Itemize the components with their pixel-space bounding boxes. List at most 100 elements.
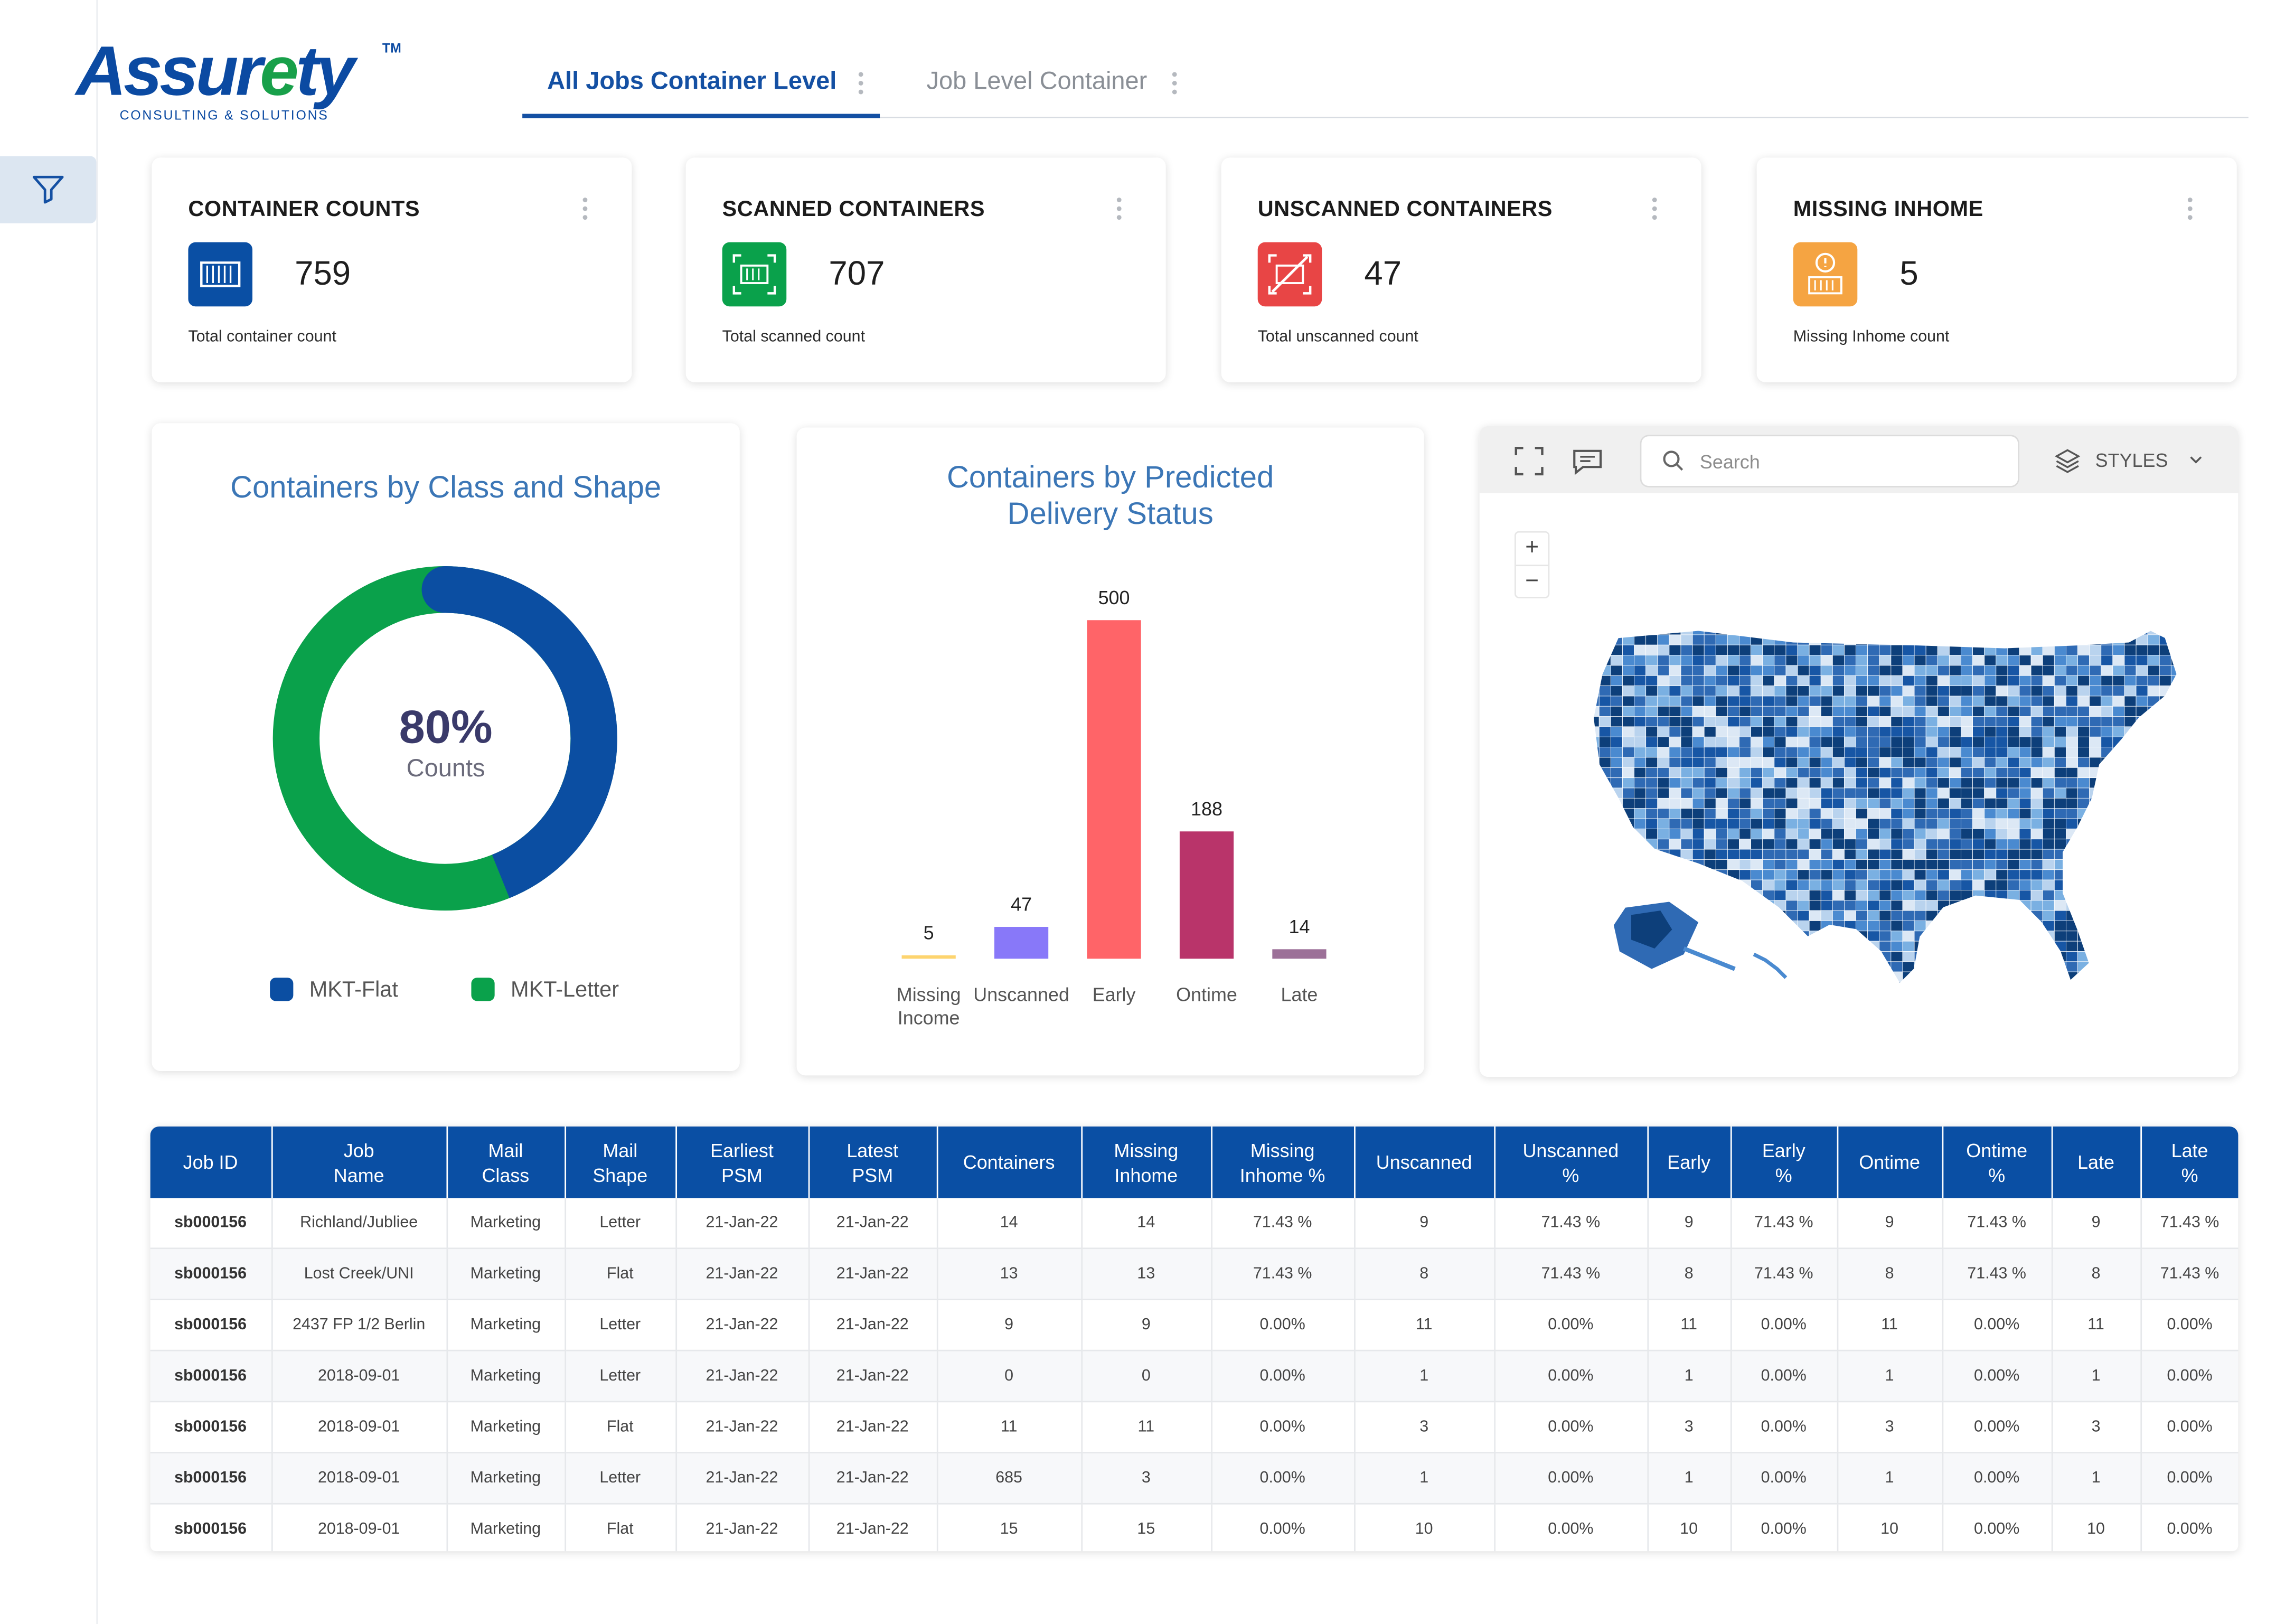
column-header[interactable]: Mail Shape <box>565 1127 676 1198</box>
table-cell: sb000156 <box>150 1350 272 1403</box>
kebab-menu-icon[interactable] <box>1652 195 1658 222</box>
column-header[interactable]: Job Name <box>271 1127 447 1198</box>
map-styles-button[interactable]: STYLES <box>2095 449 2168 472</box>
table-cell: 21-Jan-22 <box>808 1248 938 1300</box>
table-header-row: Job ID Job Name Mail Class Mail Shape Earliest P… <box>150 1127 2239 1198</box>
table-cell: 1 <box>1837 1452 1943 1505</box>
brand-name-part1: Assur <box>76 33 263 111</box>
table-cell: 11 <box>1647 1299 1732 1351</box>
table-row[interactable]: sb000156 2018-09-01 Marketing Letter 21-Jan-… <box>150 1452 2239 1505</box>
chevron-down-icon[interactable] <box>2186 449 2206 470</box>
column-header[interactable]: Early <box>1647 1127 1732 1198</box>
column-header[interactable]: Ontime <box>1837 1127 1943 1198</box>
column-header[interactable]: Ontime% <box>1942 1127 2053 1198</box>
table-cell: 2018-09-01 <box>271 1452 447 1505</box>
donut-chart-title: Containers by Class and Shape <box>230 471 662 505</box>
kebab-menu-icon[interactable] <box>582 195 588 222</box>
table-cell: 21-Jan-22 <box>675 1350 810 1403</box>
table-cell: Letter <box>565 1452 676 1505</box>
table-cell: 0 <box>936 1350 1082 1403</box>
table-cell: 10 <box>1647 1504 1732 1552</box>
table-cell: 11 <box>1354 1299 1495 1351</box>
table-cell: 3 <box>2051 1401 2141 1453</box>
column-header-label: Mail <box>488 1139 523 1161</box>
tab-all-jobs-container-level[interactable]: All Jobs Container Level <box>547 67 837 95</box>
column-header-label: Earliest <box>710 1139 774 1161</box>
tab-job-level-container[interactable]: Job Level Container <box>926 67 1148 95</box>
table-cell: Letter <box>565 1350 676 1403</box>
table-cell: 9 <box>936 1299 1082 1351</box>
bar-early[interactable] <box>1087 620 1141 959</box>
table-row[interactable]: sb000156 2437 FP 1/2 Berlin Marketing Lette… <box>150 1299 2239 1351</box>
table-cell: 0.00% <box>1211 1401 1355 1453</box>
table-cell: sb000156 <box>150 1452 272 1505</box>
table-cell: 1 <box>1647 1452 1732 1505</box>
tab-kebab-icon[interactable] <box>858 70 864 97</box>
kpi-card-unscanned-containers: UNSCANNED CONTAINERS 47 Total unscanned … <box>1221 157 1701 382</box>
table-row[interactable]: sb000156 2018-09-01 Marketing Flat 21-Jan-22… <box>150 1401 2239 1453</box>
comment-icon[interactable] <box>1570 444 1605 478</box>
bar-unscanned[interactable] <box>994 927 1049 959</box>
bar-data-label: 188 <box>1191 798 1222 820</box>
table-cell: sb000156 <box>150 1401 272 1453</box>
table-cell: 21-Jan-22 <box>675 1299 810 1351</box>
table-cell: Marketing <box>446 1248 566 1300</box>
tab-kebab-icon[interactable] <box>1172 70 1178 97</box>
column-header[interactable]: Missing Inhome <box>1081 1127 1212 1198</box>
table-cell: Marketing <box>446 1452 566 1505</box>
column-header[interactable]: Unscanned% <box>1494 1127 1648 1198</box>
table-cell: 21-Jan-22 <box>808 1198 938 1250</box>
fullscreen-icon[interactable] <box>1511 444 1546 478</box>
column-header[interactable]: Missing Inhome % <box>1211 1127 1355 1198</box>
table-cell: 1 <box>2051 1350 2141 1403</box>
table-cell: 8 <box>2051 1248 2141 1300</box>
donut-chart-card: Containers by Class and Shape 80% Counts… <box>152 423 740 1072</box>
table-row[interactable]: sb000156 2018-09-01 Marketing Letter 21-Jan-… <box>150 1350 2239 1403</box>
column-header[interactable]: Mail Class <box>446 1127 566 1198</box>
kebab-menu-icon[interactable] <box>2187 195 2193 222</box>
table-cell: 0.00% <box>2140 1350 2239 1403</box>
column-header[interactable]: Unscanned <box>1354 1127 1495 1198</box>
view-tabs: All Jobs Container Level Job Level Conta… <box>522 52 2249 118</box>
table-cell: 0.00% <box>1494 1452 1648 1505</box>
column-header[interactable]: Late <box>2051 1127 2141 1198</box>
bar-ontime[interactable] <box>1179 831 1234 959</box>
table-cell: 9 <box>1647 1198 1732 1250</box>
donut-center-label: Counts <box>406 754 485 782</box>
donut-center-value: 80% <box>399 700 493 753</box>
column-header-label: Unscanned <box>1376 1151 1472 1174</box>
x-tick-label: Unscanned <box>973 983 1069 1005</box>
table-cell: Marketing <box>446 1299 566 1351</box>
us-choropleth-map[interactable] <box>1480 426 2239 1077</box>
zoom-in-button[interactable]: + <box>1525 536 1539 560</box>
table-row[interactable]: sb000156 Richland/Jubliee Marketing Letter 2… <box>150 1198 2239 1250</box>
column-header[interactable]: Latest PSM <box>808 1127 938 1198</box>
column-header[interactable]: Earliest PSM <box>675 1127 810 1198</box>
table-cell: 2437 FP 1/2 Berlin <box>271 1299 447 1351</box>
table-row[interactable]: sb000156 2018-09-01 Marketing Flat 21-Jan-22… <box>150 1504 2239 1552</box>
table-cell: 21-Jan-22 <box>675 1504 810 1552</box>
bar-late[interactable] <box>1272 949 1327 959</box>
table-cell: 9 <box>1081 1299 1212 1351</box>
column-header[interactable]: Early% <box>1730 1127 1838 1198</box>
column-header[interactable]: Late% <box>2140 1127 2239 1198</box>
legend-label[interactable]: MKT-Flat <box>309 978 398 1003</box>
kebab-menu-icon[interactable] <box>1116 195 1122 222</box>
filter-button[interactable] <box>0 156 97 223</box>
column-header-label: % <box>1988 1163 2006 1186</box>
table-row[interactable]: sb000156 Lost Creek/UNI Marketing Flat 21-Ja… <box>150 1248 2239 1300</box>
layers-icon[interactable] <box>2053 446 2082 475</box>
bar-missing-income[interactable] <box>901 955 956 959</box>
table-cell: 3 <box>1837 1401 1943 1453</box>
map-search-input[interactable]: Search <box>1640 435 2019 487</box>
zoom-out-button[interactable]: − <box>1516 565 1548 598</box>
column-header[interactable]: Job ID <box>150 1127 272 1198</box>
table-cell: 21-Jan-22 <box>675 1452 810 1505</box>
legend-label[interactable]: MKT-Letter <box>511 978 619 1003</box>
missing-container-icon <box>1793 242 1858 307</box>
table-cell: 71.43 % <box>1211 1198 1355 1250</box>
donut-segment-mkt-flat[interactable] <box>445 566 617 898</box>
column-header[interactable]: Containers <box>936 1127 1082 1198</box>
table-cell: 15 <box>936 1504 1082 1552</box>
